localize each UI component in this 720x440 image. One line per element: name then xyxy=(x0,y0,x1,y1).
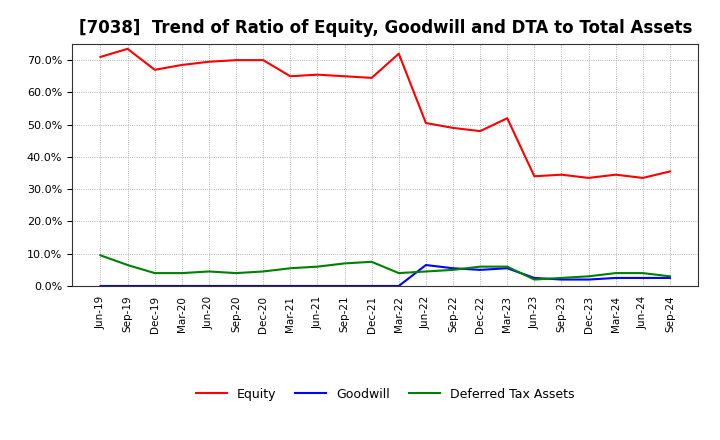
Goodwill xyxy=(96,283,105,289)
Equity xyxy=(150,67,159,73)
Goodwill xyxy=(286,283,294,289)
Deferred Tax Assets xyxy=(421,269,430,274)
Goodwill xyxy=(665,275,674,281)
Goodwill xyxy=(449,266,457,271)
Title: [7038]  Trend of Ratio of Equity, Goodwill and DTA to Total Assets: [7038] Trend of Ratio of Equity, Goodwil… xyxy=(78,19,692,37)
Goodwill xyxy=(584,277,593,282)
Equity xyxy=(313,72,322,77)
Goodwill xyxy=(421,262,430,268)
Deferred Tax Assets xyxy=(395,271,403,276)
Goodwill xyxy=(232,283,240,289)
Equity xyxy=(503,116,511,121)
Equity xyxy=(123,46,132,51)
Deferred Tax Assets xyxy=(96,253,105,258)
Equity xyxy=(367,75,376,81)
Goodwill xyxy=(503,266,511,271)
Goodwill xyxy=(367,283,376,289)
Equity xyxy=(395,51,403,56)
Goodwill xyxy=(313,283,322,289)
Equity xyxy=(341,73,349,79)
Equity xyxy=(639,175,647,180)
Line: Goodwill: Goodwill xyxy=(101,265,670,286)
Deferred Tax Assets xyxy=(503,264,511,269)
Deferred Tax Assets xyxy=(341,261,349,266)
Deferred Tax Assets xyxy=(286,266,294,271)
Deferred Tax Assets xyxy=(584,274,593,279)
Equity xyxy=(178,62,186,68)
Deferred Tax Assets xyxy=(150,271,159,276)
Goodwill xyxy=(557,277,566,282)
Line: Equity: Equity xyxy=(101,49,670,178)
Equity xyxy=(421,121,430,126)
Goodwill xyxy=(123,283,132,289)
Goodwill xyxy=(530,275,539,281)
Deferred Tax Assets xyxy=(367,259,376,264)
Equity xyxy=(286,73,294,79)
Equity xyxy=(232,58,240,63)
Equity xyxy=(611,172,620,177)
Deferred Tax Assets xyxy=(178,271,186,276)
Deferred Tax Assets xyxy=(232,271,240,276)
Deferred Tax Assets xyxy=(557,275,566,281)
Equity xyxy=(259,58,268,63)
Deferred Tax Assets xyxy=(476,264,485,269)
Goodwill xyxy=(476,267,485,272)
Deferred Tax Assets xyxy=(665,274,674,279)
Equity xyxy=(557,172,566,177)
Goodwill xyxy=(204,283,213,289)
Equity xyxy=(665,169,674,174)
Deferred Tax Assets xyxy=(313,264,322,269)
Goodwill xyxy=(639,275,647,281)
Deferred Tax Assets xyxy=(204,269,213,274)
Goodwill xyxy=(150,283,159,289)
Legend: Equity, Goodwill, Deferred Tax Assets: Equity, Goodwill, Deferred Tax Assets xyxy=(191,383,580,406)
Deferred Tax Assets xyxy=(449,267,457,272)
Deferred Tax Assets xyxy=(639,271,647,276)
Line: Deferred Tax Assets: Deferred Tax Assets xyxy=(101,255,670,279)
Deferred Tax Assets xyxy=(530,277,539,282)
Deferred Tax Assets xyxy=(611,271,620,276)
Goodwill xyxy=(178,283,186,289)
Goodwill xyxy=(611,275,620,281)
Equity xyxy=(449,125,457,131)
Deferred Tax Assets xyxy=(123,262,132,268)
Equity xyxy=(204,59,213,64)
Equity xyxy=(530,174,539,179)
Equity xyxy=(476,128,485,134)
Equity xyxy=(96,54,105,59)
Goodwill xyxy=(259,283,268,289)
Goodwill xyxy=(395,283,403,289)
Deferred Tax Assets xyxy=(259,269,268,274)
Goodwill xyxy=(341,283,349,289)
Equity xyxy=(584,175,593,180)
